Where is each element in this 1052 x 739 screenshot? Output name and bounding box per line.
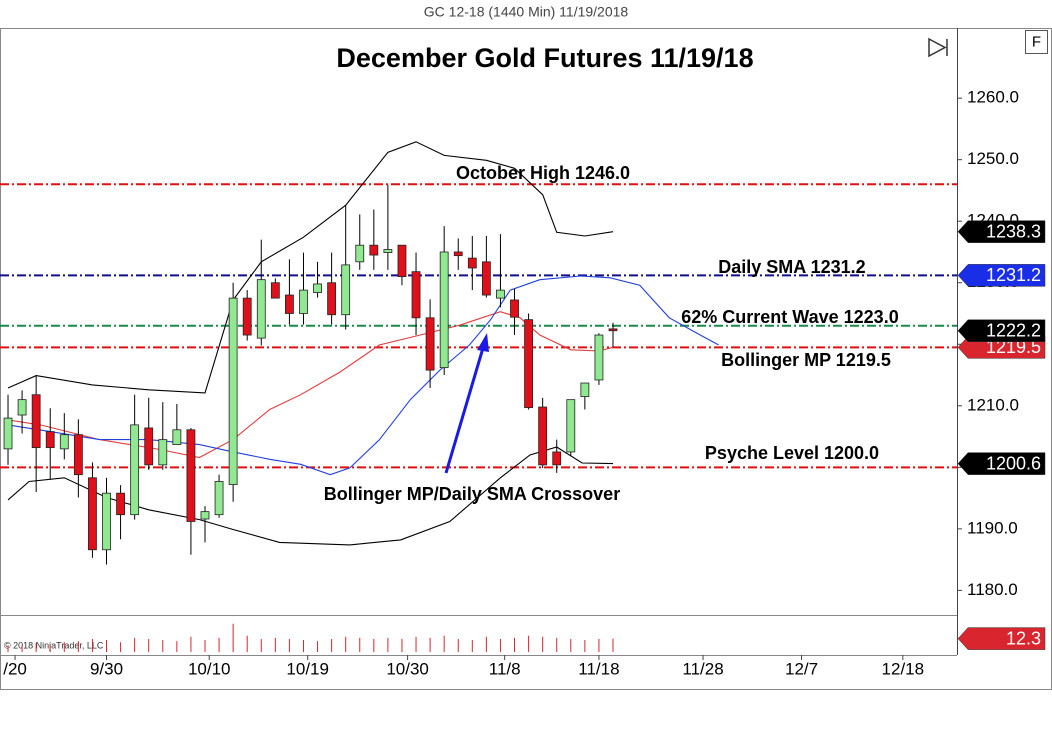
window-header: GC 12-18 (1440 Min) 11/19/2018 — [424, 4, 629, 20]
candle-body — [369, 244, 379, 256]
price-tag — [957, 452, 1046, 475]
price-tag — [957, 264, 1046, 287]
candle-body — [355, 244, 365, 263]
x-tick-label: /20 — [3, 659, 27, 678]
candle-body — [228, 297, 238, 485]
price-tag — [957, 319, 1046, 342]
candle-body — [130, 424, 140, 516]
candle-body — [299, 289, 308, 314]
candle-body — [59, 434, 69, 450]
x-tick-label: 12/7 — [785, 659, 818, 678]
x-tick-label: 11/18 — [578, 659, 619, 678]
level-label: Daily SMA 1231.2 — [718, 257, 865, 277]
candle-body — [580, 382, 590, 397]
candle-body — [481, 261, 491, 296]
f-button[interactable] — [1025, 30, 1048, 54]
y-tick-label: 1210.0 — [967, 395, 1019, 414]
y-tick-label: 1250.0 — [967, 149, 1019, 168]
price-tag-label: 1219.5 — [986, 337, 1041, 357]
price-tag-label: 1222.2 — [986, 320, 1041, 340]
price-tag-label: 1231.2 — [986, 265, 1041, 285]
candle-body — [172, 429, 182, 445]
candle-body — [538, 406, 548, 466]
annotation-arrowhead — [477, 333, 489, 352]
annotation-arrow — [444, 347, 485, 474]
y-tick-label: 1180.0 — [967, 580, 1018, 599]
candle-body — [88, 477, 97, 551]
candle-body — [594, 334, 604, 381]
price-tag — [957, 627, 1046, 650]
x-tick-label: 9/30 — [90, 659, 123, 678]
candle-body — [411, 271, 421, 319]
x-tick-label: 10/30 — [386, 659, 429, 678]
candle-body — [566, 399, 576, 453]
candle-body — [608, 328, 618, 332]
x-tick-label: 12/18 — [882, 659, 925, 678]
level-label: October High 1246.0 — [456, 163, 630, 183]
candle-body — [242, 297, 252, 336]
candle-body — [144, 427, 154, 466]
price-tag-label: 12.3 — [1006, 628, 1041, 648]
candle-body — [453, 251, 463, 257]
candle-body — [270, 282, 280, 299]
candle-body — [102, 492, 111, 551]
price-tag-label: 1200.6 — [986, 453, 1041, 473]
candle-body — [467, 257, 477, 269]
candle-body — [524, 319, 533, 409]
play-icon[interactable] — [928, 37, 948, 58]
price-tag-label: 1238.3 — [986, 221, 1041, 241]
copyright: © 2018 NinjaTrader, LLC — [4, 640, 104, 650]
candle-body — [313, 283, 322, 293]
candle-body — [256, 279, 266, 339]
overlay: October High 1246.0 Daily SMA 1231.2 62% C… — [324, 163, 899, 504]
candle-body — [45, 431, 55, 449]
indicator-line — [7, 275, 719, 476]
price-tag — [957, 220, 1046, 243]
candle-body — [496, 289, 505, 299]
y-tick-label: 1260.0 — [967, 88, 1019, 107]
candle-body — [31, 394, 41, 449]
level-label: Bollinger MP 1219.5 — [721, 350, 891, 370]
candle-body — [397, 244, 407, 277]
candle-body — [158, 439, 168, 466]
candle-body — [327, 282, 337, 316]
candle-body — [510, 299, 519, 318]
candle-body — [17, 399, 27, 416]
chart-title: December Gold Futures 11/19/18 — [336, 43, 753, 73]
plot-area — [0, 141, 957, 565]
candle-body — [73, 434, 83, 476]
indicator-line — [7, 141, 614, 394]
candle-body — [186, 429, 196, 522]
level-label: Psyche Level 1200.0 — [705, 443, 879, 463]
candle-body — [116, 492, 125, 516]
candle-body — [383, 249, 393, 253]
f-button-label[interactable]: F — [1032, 33, 1041, 50]
y-tick-label: 1190.0 — [967, 518, 1018, 537]
candle-body — [200, 511, 210, 520]
candle-body — [214, 481, 224, 516]
level-label: 62% Current Wave 1223.0 — [681, 307, 898, 327]
candle-body — [341, 264, 351, 316]
x-tick-label: 11/8 — [489, 659, 521, 678]
candle-body — [425, 317, 435, 371]
x-tick-label: 10/10 — [188, 659, 231, 678]
x-tick-label: 11/28 — [682, 659, 723, 678]
annotation: Bollinger MP/Daily SMA Crossover — [324, 484, 620, 504]
play-shape — [928, 37, 947, 58]
candle-body — [552, 451, 562, 466]
candle-body — [285, 294, 294, 314]
candle-body — [439, 251, 449, 369]
x-tick-label: 10/19 — [286, 659, 329, 678]
candle-body — [3, 417, 13, 450]
